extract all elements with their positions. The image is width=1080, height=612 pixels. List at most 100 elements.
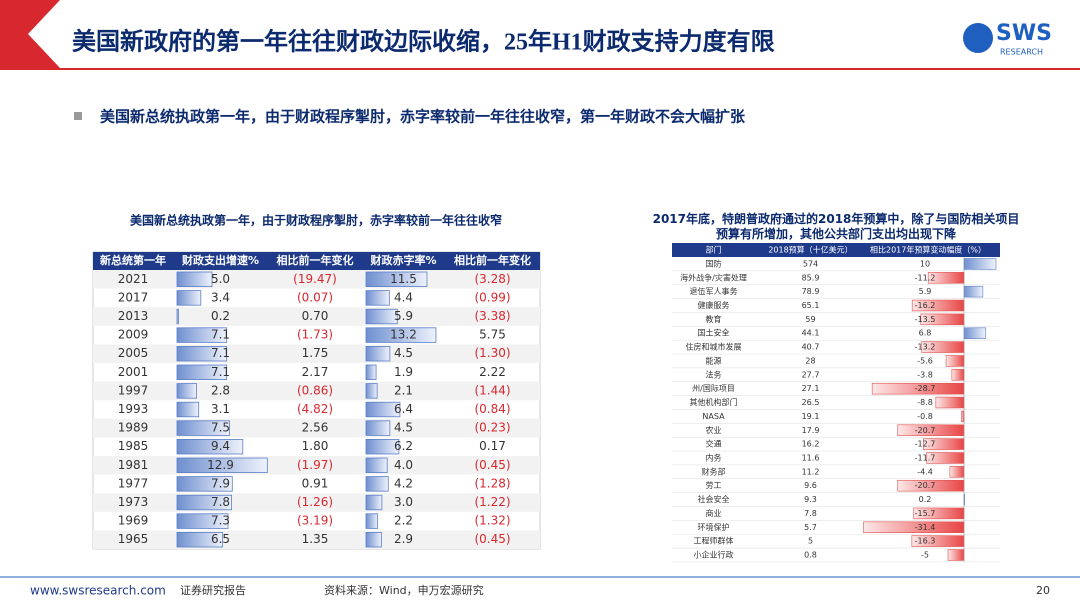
- change-bar: [963, 258, 997, 270]
- right-cell: 国防: [706, 258, 722, 268]
- left-cell: (1.30): [474, 346, 510, 360]
- left-cell: 4.5: [394, 421, 413, 435]
- right-cell: 内务: [706, 452, 722, 462]
- left-cell: (1.22): [474, 495, 510, 509]
- change-bar: [945, 355, 965, 367]
- change-bar: [961, 410, 965, 423]
- left-cell: (0.45): [474, 458, 510, 472]
- left-cell: (1.28): [474, 476, 510, 490]
- right-cell: 教育: [706, 314, 722, 324]
- left-cell: 7.3: [211, 514, 230, 528]
- left-cell: (0.23): [474, 421, 510, 435]
- change-bar: [949, 466, 965, 478]
- right-cell: -16.2: [915, 301, 936, 310]
- right-cell: 社会安全: [698, 494, 730, 504]
- left-cell: (3.38): [474, 309, 510, 323]
- left-header-bg: [93, 252, 540, 270]
- change-bar: [963, 327, 987, 339]
- data-bar: [176, 364, 228, 381]
- left-cell: 7.1: [211, 328, 230, 342]
- logo-icon: [963, 23, 993, 53]
- data-bar: [176, 476, 233, 492]
- right-cell: 85.9: [802, 273, 820, 282]
- right-cell: 交通: [706, 439, 722, 449]
- left-cell: 9.4: [211, 439, 230, 453]
- right-cell: NASA: [702, 412, 725, 421]
- left-cell: 7.1: [211, 365, 230, 379]
- left-cell: 2021: [118, 272, 149, 286]
- data-bar: [176, 271, 213, 288]
- right-cell: 环境保护: [698, 522, 730, 532]
- left-cell: 2.1: [394, 383, 413, 397]
- left-cell: 5.9: [394, 309, 413, 323]
- right-cell: 27.1: [802, 384, 820, 393]
- right-cell: -5: [921, 550, 929, 559]
- left-row-bg: [93, 307, 540, 326]
- right-cell: 16.2: [802, 440, 820, 449]
- left-cell: 2.17: [302, 365, 329, 379]
- data-bar: [176, 438, 244, 455]
- right-cell: 5: [808, 537, 813, 546]
- left-cell: 1993: [118, 402, 149, 416]
- left-header-cell: 新总统第一年: [100, 253, 166, 267]
- right-cell: 其他机构部门: [690, 397, 738, 407]
- right-cell: -13.5: [915, 315, 936, 324]
- right-cell: 11.2: [802, 467, 820, 476]
- right-cell: 59: [805, 315, 815, 324]
- right-cell: 574: [803, 259, 818, 268]
- left-cell: 2013: [118, 309, 149, 323]
- left-cell: 3.0: [394, 495, 413, 509]
- left-header-cell: 财政赤字率%: [369, 253, 436, 267]
- right-header-cell: 2018预算（十亿美元）: [768, 245, 852, 255]
- right-header-cell: 部门: [706, 245, 722, 255]
- right-cell: -31.4: [915, 523, 936, 532]
- data-bar: [365, 345, 391, 362]
- right-cell: 商业: [706, 508, 722, 518]
- left-header-cell: 相比前一年变化: [277, 253, 354, 267]
- left-cell: 7.1: [211, 346, 230, 360]
- left-cell: 3.4: [211, 290, 230, 304]
- right-cell: 工程师群体: [694, 536, 734, 546]
- page-number: 20: [1036, 584, 1050, 597]
- right-cell: -11.2: [915, 273, 936, 282]
- left-cell: 13.2: [390, 328, 417, 342]
- data-bar: [365, 457, 388, 474]
- left-cell: 2.8: [211, 383, 230, 397]
- left-cell: 4.0: [394, 458, 413, 472]
- left-cell: 2017: [118, 290, 149, 304]
- left-cell: 1969: [118, 514, 149, 528]
- left-cell: (1.73): [297, 328, 333, 342]
- right-cell: 小企业行政: [694, 549, 734, 559]
- left-cell: 1981: [118, 458, 149, 472]
- right-cell: -20.7: [915, 481, 936, 490]
- data-bar: [176, 308, 179, 325]
- logo-sub: RESEARCH: [1000, 48, 1043, 57]
- left-cell: 4.5: [394, 346, 413, 360]
- left-cell: 1.35: [302, 532, 329, 546]
- right-cell: 19.1: [802, 412, 820, 421]
- left-cell: 2009: [118, 328, 149, 342]
- right-cell: 44.1: [802, 329, 820, 338]
- data-bar: [176, 383, 198, 399]
- change-bar: [951, 369, 965, 381]
- left-cell: 1989: [118, 421, 149, 435]
- left-cell: 6.2: [394, 439, 413, 453]
- left-cell: (19.47): [293, 272, 337, 286]
- data-bar: [365, 476, 389, 492]
- left-cell: (0.86): [297, 383, 333, 397]
- data-bar: [176, 345, 228, 362]
- right-cell: 7.8: [804, 509, 817, 518]
- left-cell: 0.70: [302, 309, 329, 323]
- right-cell: 海外战争/灾害处理: [680, 272, 747, 282]
- right-cell: 财务部: [702, 466, 726, 476]
- data-bar: [176, 513, 229, 529]
- right-header-cell: 相比2017年预算变动幅度（%）: [870, 245, 986, 255]
- right-cell: 5.9: [919, 287, 932, 296]
- right-cell: -28.7: [915, 384, 936, 393]
- right-cell: 10: [920, 259, 930, 268]
- left-cell: 1.9: [394, 365, 413, 379]
- right-cell: -12.7: [915, 440, 936, 449]
- right-cell: -15.7: [915, 509, 936, 518]
- right-cell: -3.8: [917, 370, 933, 379]
- right-cell: 65.1: [802, 301, 820, 310]
